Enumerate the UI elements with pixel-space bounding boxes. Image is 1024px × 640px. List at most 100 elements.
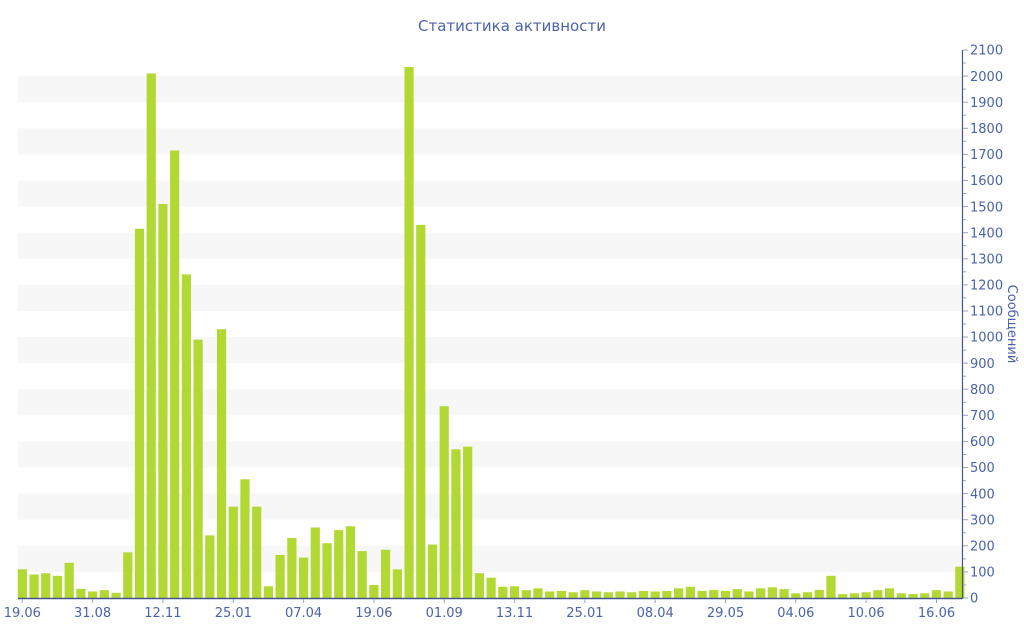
bar[interactable] [498,586,508,598]
bar[interactable] [509,586,520,598]
y-axis-title: Сообщений [1004,285,1019,364]
bar[interactable] [287,537,297,598]
y-tick-label: 400 [970,487,995,502]
bar[interactable] [17,569,27,598]
bar[interactable] [52,575,63,598]
bar[interactable] [627,592,637,598]
bar[interactable] [650,591,660,598]
bar[interactable] [849,593,860,598]
y-tick-label: 1600 [970,174,1003,189]
bar[interactable] [345,526,356,598]
bar[interactable] [392,569,402,598]
bar[interactable] [88,591,98,598]
bar[interactable] [369,584,379,598]
bar[interactable] [767,587,777,598]
x-tick-label: 12.11 [144,606,181,621]
bar[interactable] [603,592,613,598]
bar[interactable] [275,554,285,598]
bar[interactable] [615,591,625,598]
x-tick-label: 19.06 [4,606,41,621]
bar[interactable] [134,228,145,598]
bar[interactable] [29,574,39,598]
y-tick-label: 2100 [970,44,1003,59]
bar[interactable] [263,586,274,598]
x-tick-label: 04.06 [777,606,814,621]
bar[interactable] [252,506,262,598]
bar[interactable] [955,566,965,598]
bar[interactable] [568,592,578,598]
bar[interactable] [685,586,695,598]
bar[interactable] [41,573,51,598]
bar[interactable] [99,590,109,598]
bar[interactable] [322,543,332,598]
bar[interactable] [298,557,309,598]
bar[interactable] [709,589,719,598]
bar[interactable] [76,588,86,598]
bar[interactable] [64,562,74,598]
x-tick-label: 07.04 [285,606,322,621]
bar[interactable] [533,588,543,598]
bar[interactable] [556,590,567,598]
bar[interactable] [158,203,168,598]
bar[interactable] [826,575,836,598]
bar[interactable] [216,329,227,598]
bar[interactable] [591,591,602,598]
bar[interactable] [474,573,484,598]
bar[interactable] [416,224,426,598]
x-tick-label: 31.08 [74,606,111,621]
bar[interactable] [814,589,824,598]
bar[interactable] [884,588,895,598]
bar[interactable] [720,590,731,598]
bar[interactable] [791,593,801,598]
bar[interactable] [674,588,684,598]
bar[interactable] [205,535,215,598]
bar[interactable] [896,593,906,598]
bar[interactable] [697,590,707,598]
bar[interactable] [756,588,766,598]
x-tick-label: 19.06 [355,606,392,621]
bar[interactable] [381,549,391,598]
bar[interactable] [123,552,133,598]
bar[interactable] [779,589,789,598]
bar[interactable] [931,590,942,598]
bar[interactable] [228,506,238,598]
x-tick-label: 25.01 [566,606,603,621]
bar[interactable] [170,150,180,598]
bar[interactable] [732,589,742,598]
bar[interactable] [744,591,754,598]
bar[interactable] [943,591,953,598]
bar[interactable] [521,590,531,598]
axes [18,50,964,600]
bar[interactable] [861,592,871,598]
y-tick-label: 200 [970,539,995,554]
bar[interactable] [111,592,121,598]
bar[interactable] [357,551,367,598]
bar[interactable] [146,73,156,599]
bar[interactable] [580,590,590,598]
bar[interactable] [334,530,344,598]
y-tick-label: 2000 [970,70,1003,85]
bar[interactable] [802,592,813,598]
bar[interactable] [181,274,191,598]
bar[interactable] [193,339,203,598]
bar[interactable] [310,527,320,598]
bar[interactable] [240,479,250,598]
bar[interactable] [920,593,930,598]
bar[interactable] [638,590,649,598]
bar[interactable] [463,446,473,598]
bar[interactable] [908,594,918,598]
bar[interactable] [439,406,449,598]
bar[interactable] [838,594,848,598]
bar[interactable] [451,449,461,598]
bar[interactable] [873,590,883,598]
bar[interactable] [427,544,438,599]
bar[interactable] [545,591,555,598]
bar[interactable] [404,66,414,598]
x-tick-label: 08.04 [637,606,674,621]
grid-band [18,128,962,155]
bar[interactable] [486,577,496,598]
x-tick-label: 13.11 [496,606,533,621]
x-axis-labels: 19.06 31.08 12.11 25.01 07.04 19.06 01.09 13.11… [4,599,955,621]
bar[interactable] [662,590,672,598]
